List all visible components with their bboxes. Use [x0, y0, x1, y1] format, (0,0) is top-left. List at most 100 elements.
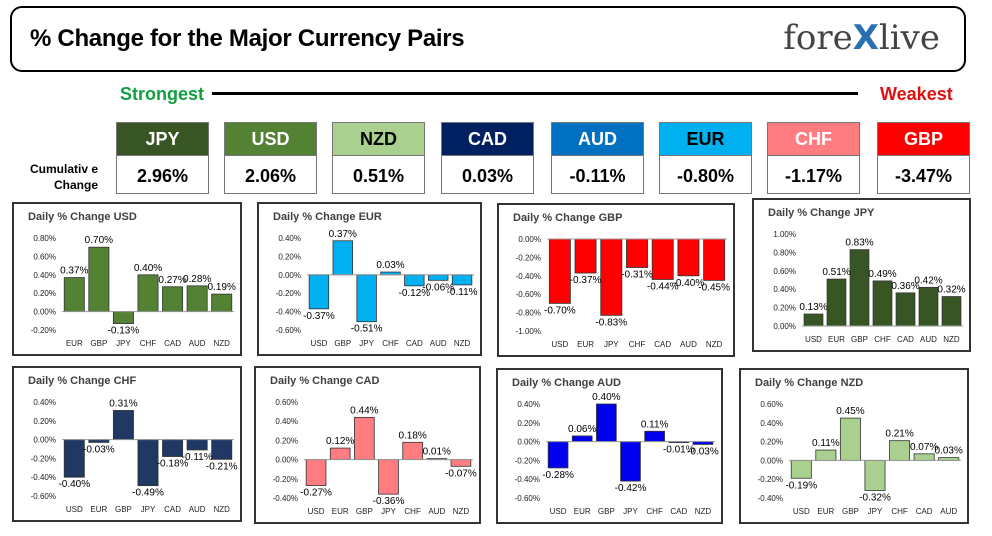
y-tick-label: 0.40% — [760, 419, 783, 428]
bar — [574, 238, 597, 274]
data-label: 0.01% — [423, 447, 451, 458]
data-label: 0.19% — [208, 282, 236, 293]
x-tick-label: JPY — [116, 339, 131, 348]
bar — [913, 453, 935, 461]
y-tick-label: 0.00% — [518, 235, 541, 244]
bar-chart: Daily % Change CAD 0.60% 0.40% 0.20% 0.00% -0… — [270, 375, 477, 516]
bar — [378, 459, 399, 495]
forexlive-logo: foreXlive — [783, 18, 940, 58]
bar-chart: Daily % Change GBP 0.00% -0.20% -0.40% -0.60… — [513, 212, 730, 349]
data-label: -0.07% — [445, 468, 477, 479]
y-tick-label: 0.20% — [33, 289, 56, 298]
y-tick-label: -0.60% — [31, 492, 56, 501]
bar — [162, 286, 184, 313]
data-label: -0.27% — [300, 488, 332, 499]
data-label: 0.45% — [836, 406, 864, 417]
data-label: 0.37% — [60, 266, 88, 277]
bar — [112, 410, 134, 440]
x-tick-label: GBP — [598, 507, 615, 516]
bar — [895, 292, 916, 327]
x-tick-label: CHF — [382, 339, 399, 348]
y-tick-label: 0.80% — [773, 248, 796, 257]
y-tick-label: 0.00% — [278, 271, 301, 280]
data-label: -0.18% — [157, 459, 189, 470]
bar — [137, 439, 159, 487]
x-tick-label: USD — [66, 505, 83, 514]
data-label: -0.19% — [785, 480, 817, 491]
bar — [872, 280, 893, 327]
x-tick-label: CAD — [670, 507, 687, 516]
y-tick-label: 0.60% — [275, 398, 298, 407]
chart-panel-2: Daily % Change EUR 0.40% 0.20% 0.00% -0.20% -… — [257, 202, 482, 356]
bar — [596, 403, 617, 442]
x-tick-label: NZD — [454, 339, 471, 348]
bar — [941, 296, 962, 327]
x-tick-label: GBP — [115, 505, 132, 514]
x-tick-label: CHF — [874, 335, 891, 344]
rank-currency: CHF — [768, 123, 859, 155]
bar — [815, 449, 837, 461]
rank-currency: JPY — [117, 123, 208, 155]
y-tick-label: 0.00% — [517, 438, 540, 447]
bar — [571, 435, 593, 442]
data-label: -0.13% — [108, 326, 140, 337]
y-tick-label: -0.20% — [276, 289, 301, 298]
data-label: 0.18% — [398, 430, 426, 441]
y-tick-label: -0.40% — [758, 494, 783, 503]
chart-title: Daily % Change GBP — [513, 212, 622, 224]
data-label: 0.03% — [376, 260, 404, 271]
bar — [404, 274, 425, 287]
chart-panel-8: Daily % Change NZD 0.60% 0.40% 0.20% 0.00% -0… — [739, 368, 969, 524]
x-tick-label: NZD — [695, 507, 712, 516]
x-tick-label: EUR — [577, 340, 594, 349]
rank-tile-aud: AUD -0.11% — [551, 122, 644, 194]
x-tick-label: USD — [551, 340, 568, 349]
rank-value: 0.03% — [442, 155, 533, 194]
data-label: -0.28% — [542, 470, 574, 481]
rank-currency: EUR — [660, 123, 751, 155]
bar — [354, 416, 375, 461]
x-tick-label: EUR — [828, 335, 845, 344]
bar — [826, 278, 847, 327]
chart-panel-6: Daily % Change CAD 0.60% 0.40% 0.20% 0.00% -0… — [254, 366, 481, 524]
data-label: 0.83% — [845, 238, 873, 249]
bar — [803, 313, 824, 327]
x-tick-label: GBP — [90, 339, 107, 348]
chart-title: Daily % Change CHF — [28, 375, 136, 387]
rank-value: 2.96% — [117, 155, 208, 194]
bar — [428, 274, 449, 281]
x-tick-label: AUD — [189, 505, 206, 514]
data-label: 0.03% — [935, 446, 963, 457]
y-tick-label: -0.40% — [516, 272, 541, 281]
page-title: % Change for the Major Currency Pairs — [30, 25, 465, 52]
data-label: -0.03% — [687, 446, 719, 457]
data-label: -0.11% — [447, 287, 478, 298]
y-tick-label: 0.20% — [33, 417, 56, 426]
y-tick-label: 0.60% — [773, 267, 796, 276]
bar — [849, 249, 870, 327]
y-tick-label: -0.60% — [516, 290, 541, 299]
bar — [651, 238, 674, 280]
data-label: 0.44% — [350, 405, 378, 416]
bar — [703, 238, 726, 281]
rank-currency: USD — [225, 123, 316, 155]
y-tick-label: -0.40% — [273, 494, 298, 503]
data-label: -0.11% — [182, 452, 213, 463]
x-tick-label: CAD — [164, 505, 181, 514]
strength-scale-line — [212, 92, 858, 95]
y-tick-label: 0.20% — [760, 438, 783, 447]
data-label: 0.13% — [799, 302, 827, 313]
x-tick-label: USD — [550, 507, 567, 516]
data-label: -0.36% — [373, 496, 405, 507]
x-tick-label: AUD — [430, 339, 447, 348]
y-tick-label: 0.80% — [33, 234, 56, 243]
x-tick-label: CAD — [897, 335, 914, 344]
y-tick-label: -0.80% — [516, 309, 541, 318]
bar — [329, 447, 351, 461]
data-label: -0.01% — [663, 445, 695, 456]
y-tick-label: 0.40% — [33, 271, 56, 280]
data-label: -0.37% — [570, 275, 602, 286]
x-tick-label: AUD — [920, 335, 937, 344]
x-tick-label: USD — [805, 335, 822, 344]
rank-value: -3.47% — [878, 155, 969, 194]
